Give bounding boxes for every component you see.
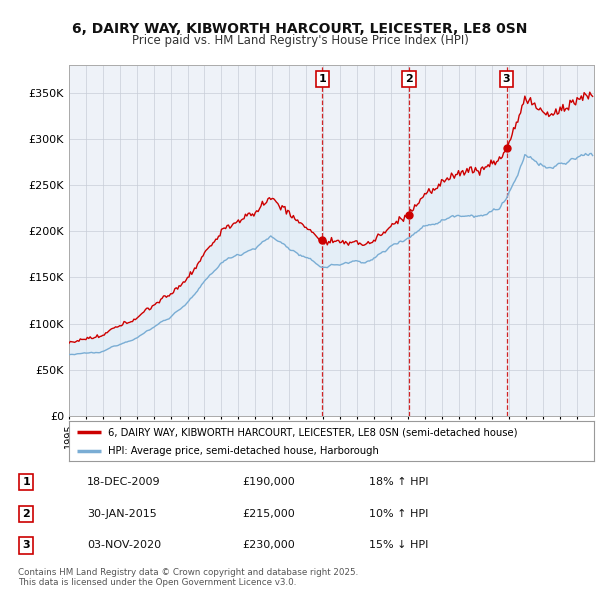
Text: 15% ↓ HPI: 15% ↓ HPI (369, 540, 428, 550)
Text: 3: 3 (503, 74, 511, 84)
Text: 2: 2 (405, 74, 413, 84)
Text: HPI: Average price, semi-detached house, Harborough: HPI: Average price, semi-detached house,… (109, 445, 379, 455)
Text: 3: 3 (23, 540, 30, 550)
Text: 18% ↑ HPI: 18% ↑ HPI (369, 477, 428, 487)
Text: 30-JAN-2015: 30-JAN-2015 (87, 509, 157, 519)
Text: Contains HM Land Registry data © Crown copyright and database right 2025.
This d: Contains HM Land Registry data © Crown c… (18, 568, 358, 587)
Text: 6, DAIRY WAY, KIBWORTH HARCOURT, LEICESTER, LE8 0SN (semi-detached house): 6, DAIRY WAY, KIBWORTH HARCOURT, LEICEST… (109, 427, 518, 437)
Text: 18-DEC-2009: 18-DEC-2009 (87, 477, 161, 487)
Text: 10% ↑ HPI: 10% ↑ HPI (369, 509, 428, 519)
Text: 03-NOV-2020: 03-NOV-2020 (87, 540, 161, 550)
Text: 1: 1 (23, 477, 30, 487)
Text: 2: 2 (23, 509, 30, 519)
Text: £215,000: £215,000 (242, 509, 295, 519)
Text: £190,000: £190,000 (242, 477, 295, 487)
Text: £230,000: £230,000 (242, 540, 295, 550)
Text: Price paid vs. HM Land Registry's House Price Index (HPI): Price paid vs. HM Land Registry's House … (131, 34, 469, 47)
Text: 6, DAIRY WAY, KIBWORTH HARCOURT, LEICESTER, LE8 0SN: 6, DAIRY WAY, KIBWORTH HARCOURT, LEICEST… (73, 22, 527, 37)
Text: 1: 1 (319, 74, 326, 84)
